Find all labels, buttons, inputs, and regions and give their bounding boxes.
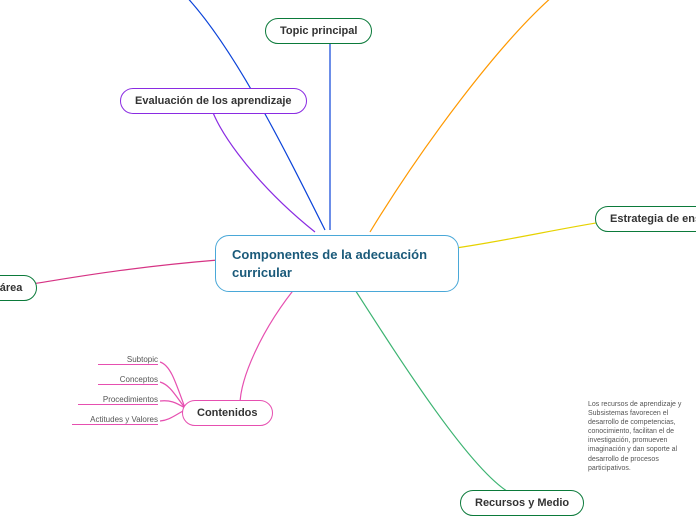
branch-eval [210,100,315,232]
subtopic-1[interactable]: Conceptos [98,375,158,385]
branch-recur [350,282,510,493]
branch-conten [240,282,300,405]
sub-connector-2 [160,401,185,408]
node-recur[interactable]: Recursos y Medio [460,490,584,516]
subtopic-0[interactable]: Subtopic [98,355,158,365]
node-topic[interactable]: Topic principal [265,18,372,44]
center-node[interactable]: Componentes de la adecuación curricular [215,235,459,292]
resource-description: Los recursos de aprendizaje y Subsistema… [588,400,696,473]
node-eval[interactable]: Evaluación de los aprendizaje [120,88,307,114]
node-area[interactable]: eza del área [0,275,37,301]
sub-connector-1 [160,382,185,408]
branch-area [25,260,218,285]
branch-orange [370,0,560,232]
subtopic-2[interactable]: Procedimientos [78,395,158,405]
node-conten[interactable]: Contenidos [182,400,273,426]
node-estrat[interactable]: Estrategia de enseñanza- [595,206,696,232]
subtopic-3[interactable]: Actitudes y Valores [72,415,158,425]
